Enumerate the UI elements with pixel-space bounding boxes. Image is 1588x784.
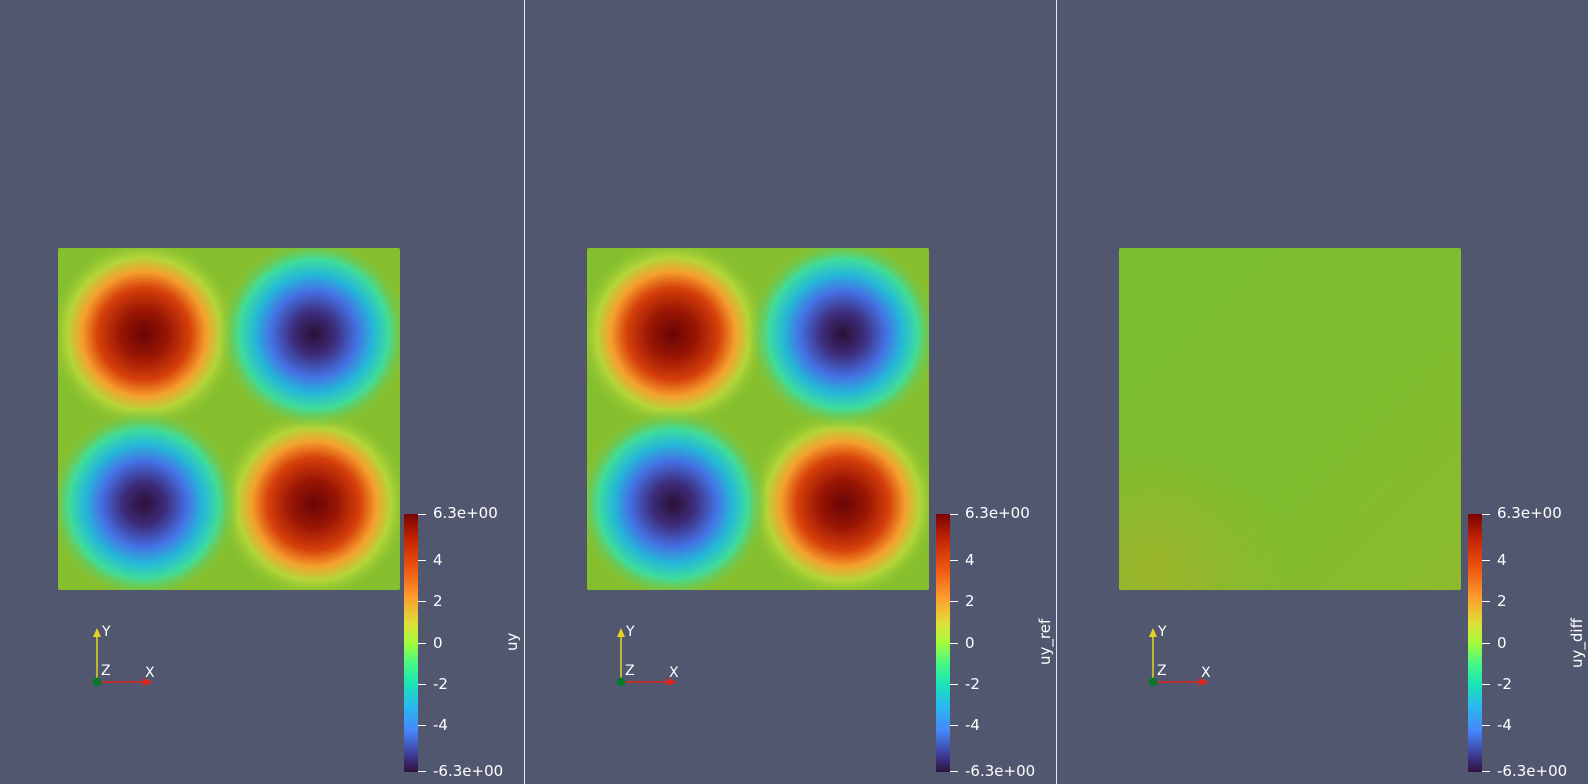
- orientation-axes: Y Z X: [612, 624, 692, 690]
- tick-label: -2: [1497, 675, 1512, 693]
- axis-x-label: X: [1201, 665, 1211, 681]
- field-plot-uy-ref: [587, 248, 929, 590]
- tick-mark: [418, 725, 426, 726]
- colorbar-uy-ref: [936, 514, 950, 772]
- tick-mark: [418, 684, 426, 685]
- render-view-3[interactable]: 6.3e+00 4 2 0 -2 -4 -6.3e+00 uy_diff Y Z…: [1057, 0, 1588, 784]
- axis-y-label: Y: [102, 624, 111, 640]
- tick-label: 2: [1497, 592, 1507, 610]
- tick-mark: [950, 601, 958, 602]
- tick-label: 0: [1497, 634, 1507, 652]
- tick-mark: [1482, 560, 1490, 561]
- tick-label: -4: [1497, 716, 1512, 734]
- tick-mark: [1482, 725, 1490, 726]
- tick-mark: [418, 560, 426, 561]
- tick-label: -4: [965, 716, 980, 734]
- tick-mark: [418, 643, 426, 644]
- tick-mark: [418, 514, 426, 515]
- axis-z-label: Z: [1157, 663, 1167, 679]
- tick-mark: [950, 514, 958, 515]
- tick-mark: [950, 771, 958, 772]
- tick-mark: [418, 601, 426, 602]
- colorbar-uy: [404, 514, 418, 772]
- tick-label: 6.3e+00: [965, 504, 1030, 522]
- tick-mark: [1482, 514, 1490, 515]
- tick-label: -4: [433, 716, 448, 734]
- view-divider[interactable]: [524, 0, 525, 784]
- tick-mark: [1482, 643, 1490, 644]
- colorbar-uy-diff: [1468, 514, 1482, 772]
- orientation-axes: Y Z X: [1144, 624, 1224, 690]
- tick-label: -6.3e+00: [965, 762, 1036, 780]
- field-plot-uy: [58, 248, 400, 590]
- tick-mark: [950, 684, 958, 685]
- tick-mark: [1482, 601, 1490, 602]
- axis-z-label: Z: [101, 663, 111, 679]
- tick-mark: [1482, 684, 1490, 685]
- tick-label: 0: [433, 634, 443, 652]
- axis-z-label: Z: [625, 663, 635, 679]
- view-divider[interactable]: [1056, 0, 1057, 784]
- tick-label: 6.3e+00: [1497, 504, 1562, 522]
- tick-label: 2: [965, 592, 975, 610]
- axis-y-label: Y: [626, 624, 635, 640]
- render-view-2[interactable]: 6.3e+00 4 2 0 -2 -4 -6.3e+00 uy_ref Y Z …: [525, 0, 1056, 784]
- tick-label: 4: [433, 551, 443, 569]
- tick-label: 4: [1497, 551, 1507, 569]
- orientation-axes: Y Z X: [88, 624, 168, 690]
- tick-label: 6.3e+00: [433, 504, 498, 522]
- tick-mark: [1482, 771, 1490, 772]
- tick-label: 4: [965, 551, 975, 569]
- tick-label: 0: [965, 634, 975, 652]
- colorbar-title: uy: [503, 632, 521, 651]
- tick-label: -6.3e+00: [1497, 762, 1568, 780]
- axis-x-label: X: [669, 665, 679, 681]
- tick-mark: [950, 725, 958, 726]
- axis-x-label: X: [145, 665, 155, 681]
- tick-label: -2: [965, 675, 980, 693]
- tick-label: -6.3e+00: [433, 762, 504, 780]
- tick-mark: [950, 560, 958, 561]
- axis-y-label: Y: [1158, 624, 1167, 640]
- tick-label: 2: [433, 592, 443, 610]
- tick-mark: [418, 771, 426, 772]
- colorbar-title: uy_ref: [1036, 618, 1054, 665]
- colorbar-title: uy_diff: [1568, 618, 1586, 668]
- tick-label: -2: [433, 675, 448, 693]
- field-plot-uy-diff: [1119, 248, 1461, 590]
- render-view-1[interactable]: 6.3e+00 4 2 0 -2 -4 -6.3e+00 uy Y Z X: [0, 0, 524, 784]
- tick-mark: [950, 643, 958, 644]
